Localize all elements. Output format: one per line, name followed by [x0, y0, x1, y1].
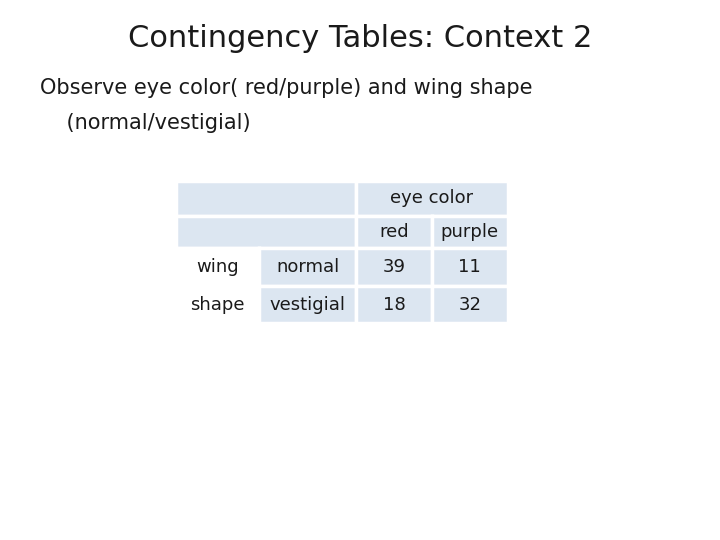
Text: 11: 11	[459, 258, 481, 276]
Text: vestigial: vestigial	[270, 295, 346, 314]
Text: shape: shape	[191, 295, 245, 314]
Text: 39: 39	[383, 258, 405, 276]
Text: normal: normal	[276, 258, 339, 276]
Text: (normal/vestigial): (normal/vestigial)	[40, 113, 251, 133]
Text: red: red	[379, 223, 409, 241]
Text: 18: 18	[383, 295, 405, 314]
Text: Contingency Tables: Context 2: Contingency Tables: Context 2	[128, 24, 592, 53]
Text: wing: wing	[197, 258, 239, 276]
Text: eye color: eye color	[390, 190, 474, 207]
Text: purple: purple	[441, 223, 499, 241]
Text: 32: 32	[459, 295, 481, 314]
Text: Observe eye color( red/purple) and wing shape: Observe eye color( red/purple) and wing …	[40, 78, 532, 98]
